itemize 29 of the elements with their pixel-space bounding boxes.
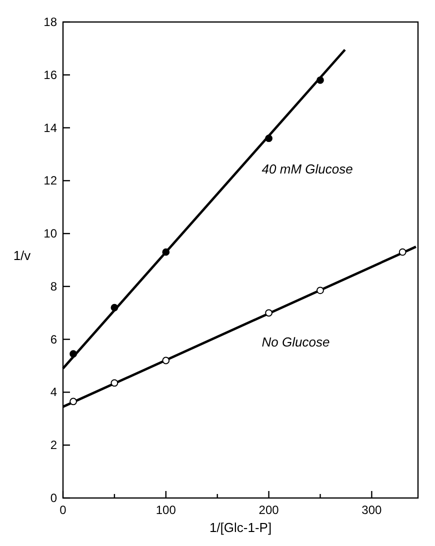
x-tick-label: 0: [60, 503, 67, 517]
x-tick-label: 200: [258, 503, 280, 517]
point: [110, 379, 118, 387]
point: [316, 76, 324, 84]
y-tick-label: 4: [50, 385, 58, 400]
y-tick-label: 18: [44, 15, 58, 29]
point: [70, 398, 77, 406]
x-tick-label: 300: [362, 503, 382, 517]
y-tick-label: 12: [44, 174, 58, 188]
series-label: 40 mM Glucose: [262, 162, 353, 177]
y-tick-label: 6: [50, 332, 58, 346]
y-tick-label: 0: [50, 491, 58, 505]
point: [316, 286, 324, 294]
y-tick-label: 10: [44, 226, 58, 241]
x-axis-title: 1/[Glc-1-P]: [209, 520, 272, 535]
y-tick-label: 2: [50, 438, 58, 452]
y-tick-label: 8: [50, 279, 58, 294]
point: [110, 304, 118, 312]
y-tick-label: 16: [44, 68, 58, 82]
y-axis-title: 1/v: [13, 248, 32, 263]
point: [265, 309, 272, 317]
point: [162, 356, 170, 364]
y-tick-label: 14: [44, 120, 58, 135]
point: [162, 248, 170, 256]
point: [70, 350, 77, 358]
x-tick-label: 100: [156, 503, 176, 517]
point: [398, 248, 406, 256]
point: [265, 134, 272, 142]
series-label: No Glucose: [262, 334, 330, 350]
